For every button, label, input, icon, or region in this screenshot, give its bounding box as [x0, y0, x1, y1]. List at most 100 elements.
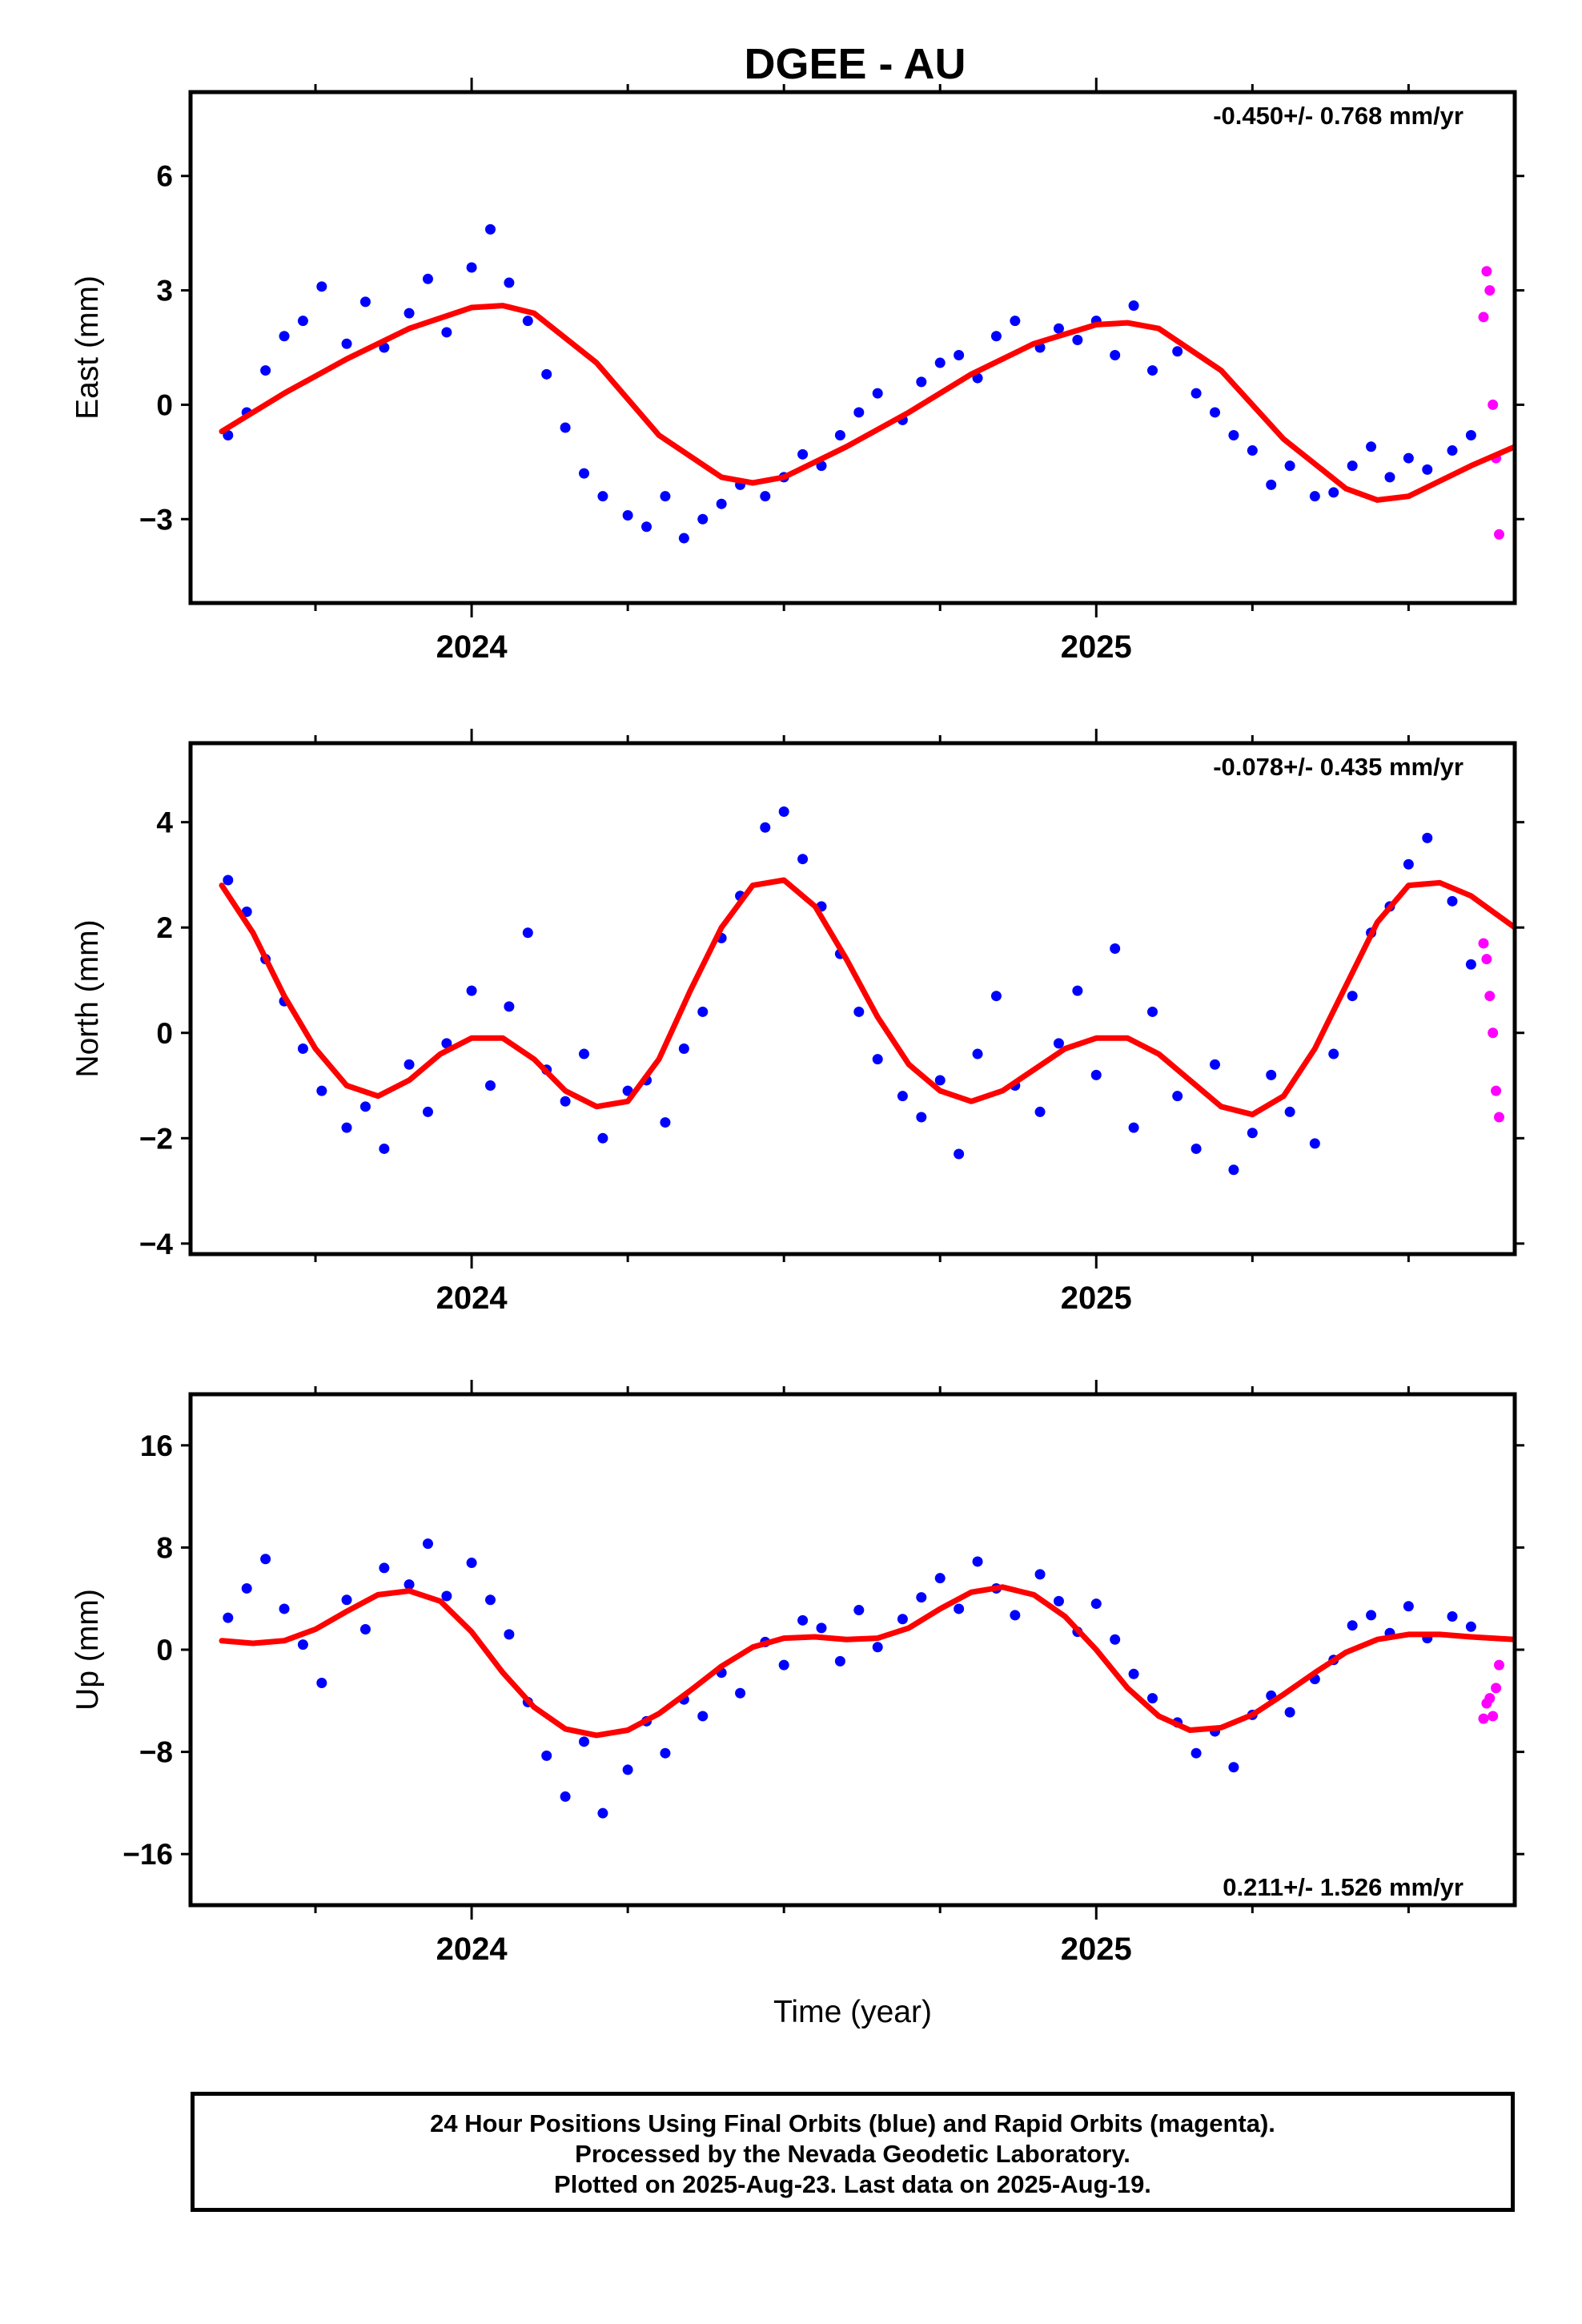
rapid-orbit-point: [1478, 312, 1489, 323]
xtick-label: 2024: [436, 1281, 508, 1316]
rapid-orbit-point: [1491, 1085, 1502, 1096]
final-orbit-point: [660, 1747, 671, 1759]
plot-area: [219, 806, 1515, 1176]
panel-frame: [188, 90, 1517, 605]
final-orbit-point: [1328, 1048, 1339, 1059]
final-orbit-point: [972, 1048, 983, 1059]
rapid-orbit-point: [1491, 1683, 1502, 1694]
final-orbit-point: [1090, 1598, 1102, 1610]
final-orbit-point: [622, 1764, 633, 1775]
final-orbit-point: [1128, 1668, 1139, 1679]
final-orbit-point: [260, 1554, 271, 1565]
final-orbit-point: [916, 376, 927, 388]
final-orbit-point: [422, 1538, 433, 1550]
final-orbit-point: [1210, 407, 1221, 418]
final-orbit-point: [1110, 1634, 1121, 1645]
final-orbit-point: [1146, 1693, 1158, 1704]
final-orbit-point: [241, 1582, 252, 1594]
final-orbit-point: [934, 1075, 946, 1086]
y-axis-label: Up (mm): [70, 1589, 105, 1711]
final-orbit-point: [1228, 1762, 1239, 1773]
final-orbit-point: [404, 1059, 415, 1070]
rapid-orbit-point: [1478, 1713, 1489, 1724]
final-orbit-point: [579, 1048, 590, 1059]
final-orbit-point: [954, 1148, 965, 1160]
final-orbit-point: [1090, 1069, 1102, 1080]
final-orbit-point: [1403, 1601, 1414, 1612]
final-orbit-point: [522, 316, 533, 327]
panel-east: −3 0 3 6 2024 2025 East (mm) -0.450+/- 0.768 mm…: [70, 78, 1524, 665]
final-orbit-point: [954, 350, 965, 361]
final-orbit-point: [504, 1629, 515, 1640]
rapid-orbit-point: [1493, 1659, 1504, 1671]
final-orbit-point: [641, 521, 652, 533]
final-orbit-point: [466, 985, 477, 996]
xtick-label: 2025: [1061, 629, 1132, 665]
final-orbit-point: [735, 1687, 746, 1699]
ytick-label: 4: [156, 806, 173, 839]
final-orbit-point: [597, 491, 608, 502]
ytick-label: 2: [156, 911, 173, 944]
final-orbit-point: [297, 1639, 308, 1651]
final-orbit-point: [990, 331, 1002, 342]
rapid-orbit-point: [1493, 529, 1504, 540]
final-orbit-point: [484, 1080, 496, 1092]
ytick-label: 8: [156, 1531, 173, 1564]
final-orbit-point: [1191, 388, 1202, 399]
fit-curve: [219, 303, 1515, 503]
final-orbit-point: [359, 296, 371, 308]
final-orbit-point: [541, 1750, 552, 1761]
final-orbit-point: [972, 1556, 983, 1567]
final-orbit-point: [1422, 832, 1433, 843]
final-orbit-point: [872, 1642, 883, 1653]
final-orbit-point: [1191, 1143, 1202, 1154]
x-axis-label: Time (year): [773, 1995, 932, 2029]
final-orbit-point: [1284, 1106, 1295, 1117]
final-orbit-point: [622, 509, 633, 521]
rapid-orbit-point: [1493, 1112, 1504, 1123]
final-orbit-point: [404, 308, 415, 319]
final-orbit-point: [778, 1659, 789, 1671]
final-orbit-point: [1228, 430, 1239, 441]
final-orbit-point: [916, 1112, 927, 1123]
final-orbit-point: [897, 1614, 908, 1625]
final-orbit-point: [660, 491, 671, 502]
ytick-label: 16: [140, 1429, 173, 1462]
rapid-orbit-point: [1484, 1693, 1496, 1704]
final-orbit-point: [341, 1122, 352, 1133]
final-orbit-point: [223, 875, 234, 886]
final-orbit-point: [934, 357, 946, 368]
final-orbit-point: [834, 1655, 845, 1667]
fit-curve: [219, 877, 1515, 1118]
rapid-orbit-point: [1488, 1027, 1499, 1039]
footer-line-1: 24 Hour Positions Using Final Orbits (bl…: [430, 2109, 1275, 2137]
xtick-label: 2024: [436, 1932, 508, 1967]
final-orbit-point: [1172, 1091, 1183, 1102]
final-orbit-point: [484, 223, 496, 235]
velocity-rate-label: 0.211+/- 1.526 mm/yr: [1223, 1873, 1464, 1901]
final-orbit-point: [916, 1592, 927, 1603]
final-orbit-point: [1465, 959, 1476, 970]
final-orbit-point: [279, 331, 290, 342]
final-orbit-point: [897, 1091, 908, 1102]
final-orbit-point: [1128, 1122, 1139, 1133]
final-orbit-point: [379, 1562, 390, 1574]
panel-north: −4 −2 0 2 4 2024 2025 North (mm) -0.078+/- 0.435…: [70, 729, 1524, 1316]
final-orbit-point: [541, 368, 552, 380]
final-orbit-point: [279, 1603, 290, 1614]
final-orbit-point: [1072, 985, 1083, 996]
panel-frame: [188, 741, 1517, 1256]
plot-area: [219, 223, 1515, 544]
final-orbit-point: [853, 407, 865, 418]
final-orbit-point: [441, 327, 452, 338]
final-orbit-point: [1347, 460, 1358, 472]
ytick-label: −3: [139, 503, 173, 536]
final-orbit-point: [1228, 1164, 1239, 1176]
final-orbit-point: [1053, 323, 1064, 334]
plot-area: [219, 1538, 1515, 1819]
final-orbit-point: [1010, 316, 1021, 327]
footer-line-3: Plotted on 2025-Aug-23. Last data on 202…: [554, 2170, 1151, 2198]
rapid-orbit-point: [1484, 991, 1496, 1002]
final-orbit-point: [1247, 445, 1258, 456]
